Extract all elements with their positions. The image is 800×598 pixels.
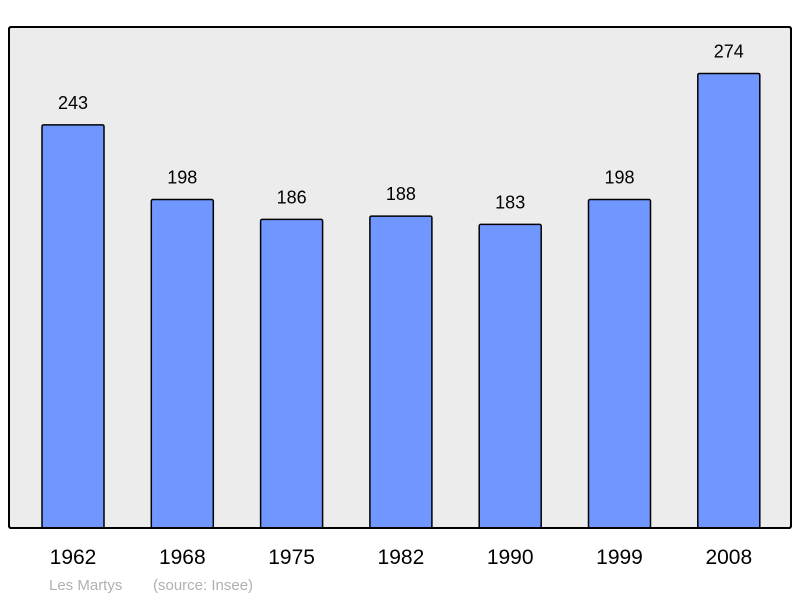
data-label-1999: 198 <box>604 168 634 188</box>
x-tick-label-1975: 1975 <box>268 546 315 569</box>
x-tick-label-1982: 1982 <box>378 546 425 569</box>
data-label-1975: 186 <box>277 187 307 207</box>
x-tick-label-1999: 1999 <box>596 546 643 569</box>
data-label-1990: 183 <box>495 192 525 212</box>
data-label-1968: 198 <box>167 168 197 188</box>
footer-source: (source: Insee) <box>153 577 253 594</box>
bar-1999 <box>587 198 652 529</box>
bar-1982 <box>369 215 433 529</box>
data-label-2008: 274 <box>714 41 744 61</box>
bar-1968 <box>150 198 215 529</box>
x-tick-label-1968: 1968 <box>159 546 206 569</box>
x-tick-label-1990: 1990 <box>487 546 534 569</box>
data-label-1962: 243 <box>58 93 88 113</box>
bar-1975 <box>259 218 324 529</box>
data-label-1982: 188 <box>386 184 416 204</box>
bar-2008 <box>697 72 761 529</box>
bar-1962 <box>41 124 105 529</box>
bar-1990 <box>478 223 542 529</box>
plot-frame <box>8 26 792 529</box>
x-tick-label-1962: 1962 <box>50 546 97 569</box>
x-tick-label-2008: 2008 <box>705 546 752 569</box>
footer-place: Les Martys <box>49 577 122 594</box>
